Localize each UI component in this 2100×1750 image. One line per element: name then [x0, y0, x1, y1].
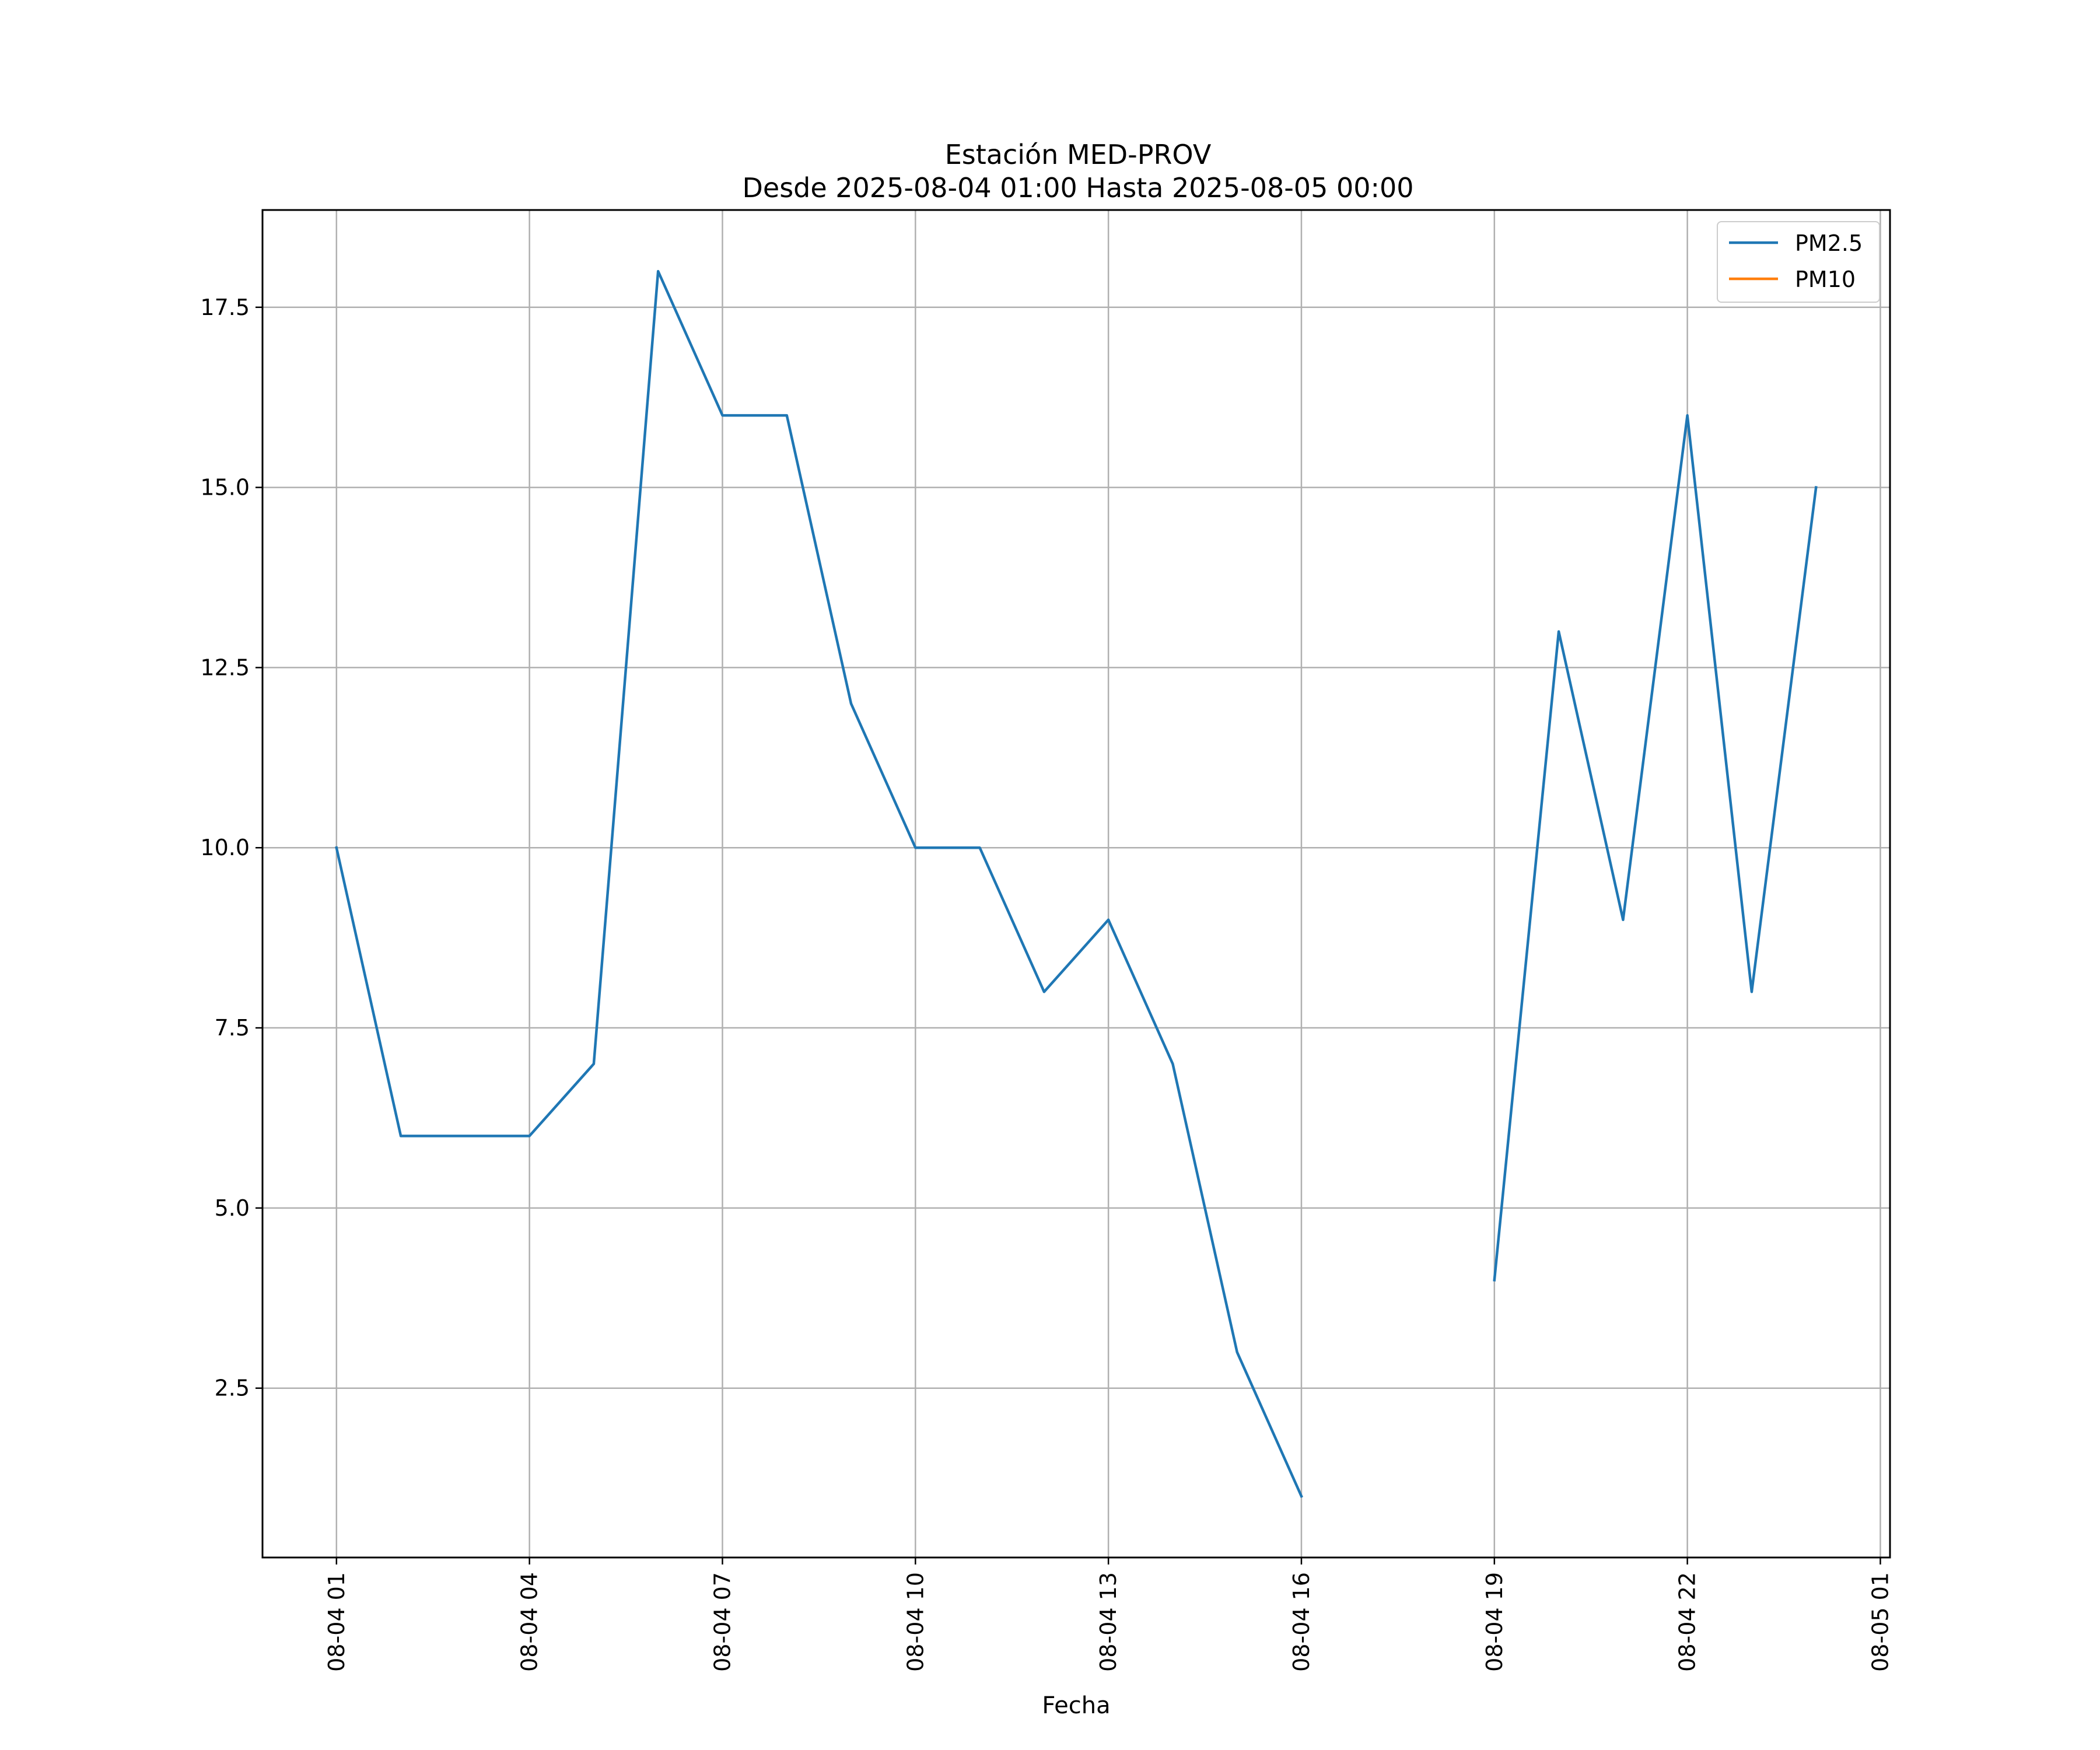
x-tick-label: 08-04 13 — [1096, 1572, 1121, 1672]
x-tick-label: 08-04 10 — [902, 1572, 928, 1672]
chart-title-line-2: Desde 2025-08-04 01:00 Hasta 2025-08-05 … — [742, 172, 1413, 204]
y-tick-label: 15.0 — [200, 475, 250, 501]
y-tick-label: 12.5 — [200, 654, 250, 680]
grid — [262, 210, 1890, 1558]
x-tick-label: 08-05 01 — [1867, 1572, 1893, 1672]
plot-frame — [261, 209, 1891, 1559]
x-tick-label: 08-04 16 — [1289, 1572, 1314, 1672]
y-axis: 2.5 5.0 7.5 10.0 12.5 15.0 17.5 — [200, 295, 262, 1401]
legend: PM2.5 PM10 — [1717, 221, 1880, 303]
x-tick-label: 08-04 04 — [517, 1572, 542, 1672]
chart-title-line-1: Estación MED-PROV — [945, 139, 1212, 170]
x-tick-label: 08-04 22 — [1675, 1572, 1700, 1672]
x-axis-label: Fecha — [1042, 1692, 1110, 1719]
y-tick-label: 7.5 — [215, 1015, 250, 1041]
series-line-pm25 — [335, 270, 1303, 1498]
series-line-pm25 — [1493, 414, 1818, 1282]
x-tick-label: 08-04 07 — [709, 1572, 735, 1672]
x-tick-label: 08-04 01 — [324, 1572, 349, 1672]
y-tick-label: 17.5 — [200, 295, 250, 320]
legend-label-pm25: PM2.5 — [1795, 230, 1863, 256]
x-tick-label: 08-04 19 — [1482, 1572, 1507, 1672]
y-tick-label: 10.0 — [200, 835, 250, 860]
x-axis: 08-04 01 08-04 04 08-04 07 08-04 10 08-04 13… — [324, 1558, 1893, 1672]
y-tick-label: 2.5 — [215, 1376, 250, 1401]
y-tick-label: 5.0 — [215, 1195, 250, 1221]
series-lines — [335, 270, 1818, 1498]
legend-label-pm10: PM10 — [1795, 267, 1856, 292]
